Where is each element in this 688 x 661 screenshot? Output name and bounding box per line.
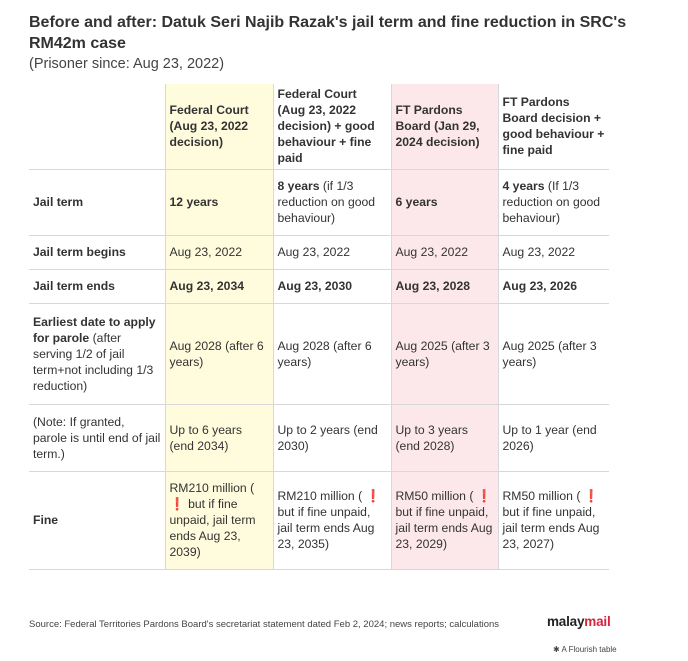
fine-note: but if fine unpaid, jail term ends Aug 2… [395, 505, 493, 551]
cell-value-note: (If 1/3 reduction on good behaviour) [502, 179, 601, 225]
cell-value-bold: 8 years [277, 179, 320, 193]
cell-value-bold: 4 years [502, 179, 545, 193]
table-row: Fine RM210 million ( ❗ but if fine unpai… [29, 471, 609, 570]
cell-value: Aug 23, 2022 [164, 235, 273, 270]
cell-value: Aug 23, 2022 [497, 235, 609, 270]
row-label-parole-note-row: (Note: If granted, parole is until end o… [29, 404, 165, 472]
header-pardons-board-reduced: FT Pardons Board decision + good behavio… [497, 84, 609, 170]
malaymail-logo[interactable]: malaymail [547, 614, 611, 629]
cell-value: Aug 2028 (after 6 years) [164, 303, 273, 405]
row-label-jail-term-ends: Jail term ends [29, 269, 165, 304]
logo-part1: malay [547, 614, 585, 629]
cell-value: Up to 3 years (end 2028) [390, 404, 498, 472]
flourish-credit-text: A Flourish table [561, 645, 617, 654]
cell-value: Aug 23, 2026 [497, 269, 609, 304]
fine-amount: RM210 million ( [277, 489, 366, 503]
cell-value: Aug 23, 2022 [272, 235, 391, 270]
fine-note: but if fine unpaid, jail term ends Aug 2… [277, 505, 375, 551]
fine-amount: RM50 million ( [502, 489, 584, 503]
table-row: Jail term 12 years 8 years (if 1/3 reduc… [29, 169, 609, 236]
row-label-parole: Earliest date to apply for parole [33, 314, 156, 345]
fine-amount: RM210 million ( [169, 481, 255, 495]
header-federal-court: Federal Court (Aug 23, 2022 decision) [164, 84, 273, 170]
logo-part2: mail [584, 614, 611, 629]
cell-value: Aug 23, 2030 [272, 269, 391, 304]
cell-value: Aug 23, 2022 [390, 235, 498, 270]
cell-value: 6 years [395, 195, 438, 209]
table-row: (Note: If granted, parole is until end o… [29, 404, 609, 472]
cell-value: Up to 1 year (end 2026) [497, 404, 609, 472]
chart-subtitle: (Prisoner since: Aug 23, 2022) [29, 56, 225, 72]
cell-value: Up to 2 years (end 2030) [272, 404, 391, 472]
chart-title: Before and after: Datuk Seri Najib Razak… [29, 14, 627, 52]
cell-value: 12 years [169, 195, 219, 209]
row-label-jail-term: Jail term [29, 169, 165, 236]
fine-amount: RM50 million ( [395, 489, 477, 503]
header-empty [29, 84, 165, 170]
row-label-parole-note: (after serving 1/2 of jail term+not incl… [33, 330, 154, 393]
exclamation-icon: ❗ [476, 489, 492, 503]
source-note: Source: Federal Territories Pardons Boar… [29, 619, 500, 630]
exclamation-icon: ❗ [583, 489, 599, 503]
comparison-table: Federal Court (Aug 23, 2022 decision) Fe… [29, 84, 609, 570]
exclamation-icon: ❗ [365, 489, 381, 503]
table-row: Jail term begins Aug 23, 2022 Aug 23, 20… [29, 235, 609, 270]
cell-value: Up to 6 years (end 2034) [164, 404, 273, 472]
fine-note: but if fine unpaid, jail term ends Aug 2… [502, 505, 600, 551]
cell-value: Aug 23, 2034 [164, 269, 273, 304]
flourish-icon: ✱ [553, 645, 562, 654]
header-pardons-board: FT Pardons Board (Jan 29, 2024 decision) [390, 84, 498, 170]
cell-value: Aug 2025 (after 3 years) [497, 303, 609, 405]
cell-value: Aug 2028 (after 6 years) [272, 303, 391, 405]
fine-note: but if fine unpaid, jail term ends Aug 2… [169, 497, 256, 559]
cell-value: Aug 23, 2028 [390, 269, 498, 304]
row-label-fine: Fine [29, 471, 165, 570]
flourish-credit-link[interactable]: ✱ A Flourish table [553, 645, 617, 654]
table-row: Jail term ends Aug 23, 2034 Aug 23, 2030… [29, 269, 609, 304]
exclamation-icon: ❗ [169, 497, 185, 511]
cell-value-note: (if 1/3 reduction on good behaviour) [277, 179, 376, 225]
row-label-jail-term-begins: Jail term begins [29, 235, 165, 270]
cell-value: Aug 2025 (after 3 years) [390, 303, 498, 405]
table-header-row: Federal Court (Aug 23, 2022 decision) Fe… [29, 84, 609, 170]
header-federal-court-reduced: Federal Court (Aug 23, 2022 decision) + … [272, 84, 391, 170]
table-row: Earliest date to apply for parole (after… [29, 303, 609, 405]
